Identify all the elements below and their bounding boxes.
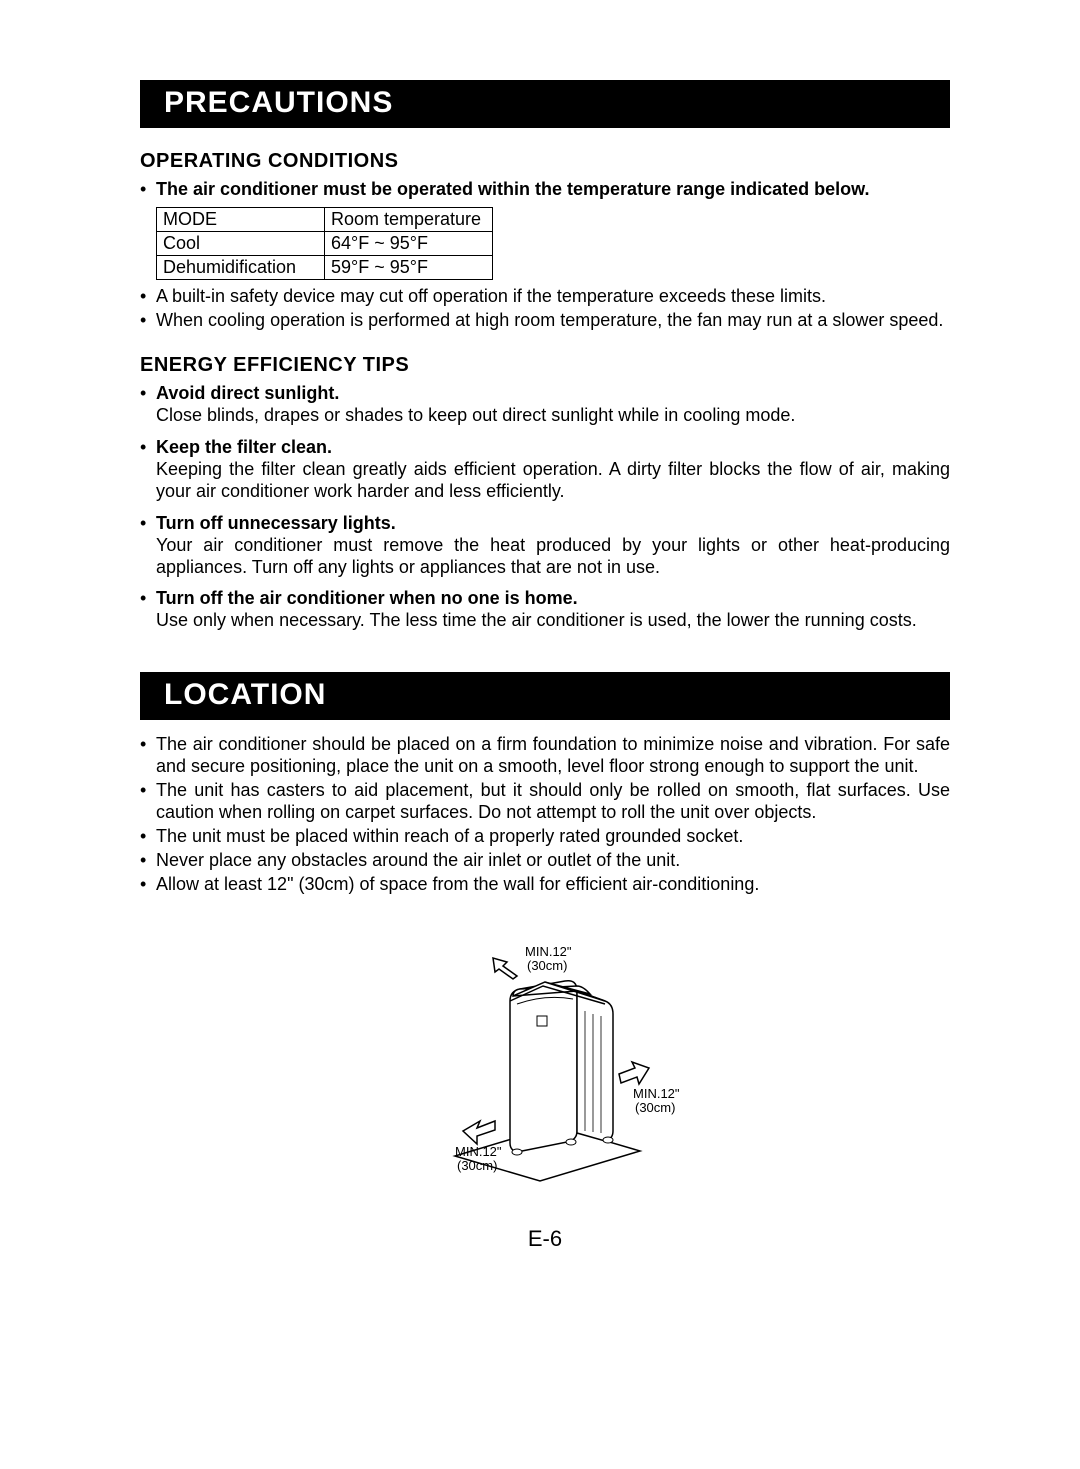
location-item: Allow at least 12" (30cm) of space from … [140,874,950,896]
operating-note: A built-in safety device may cut off ope… [140,286,950,308]
tip-body: Use only when necessary. The less time t… [156,610,950,632]
temperature-table: MODE Room temperature Cool 64°F ~ 95°F D… [156,207,493,280]
table-cell: Dehumidification [157,255,325,279]
location-header: LOCATION [140,672,950,720]
location-item: The air conditioner should be placed on … [140,734,950,778]
diagram-label-right-1: MIN.12" [633,1086,680,1101]
tip-body: Your air conditioner must remove the hea… [156,535,950,579]
energy-tips-heading: ENERGY EFFICIENCY TIPS [140,354,950,377]
table-cell: MODE [157,207,325,231]
energy-tip: Keep the filter clean. Keeping the filte… [140,437,950,503]
operating-conditions-intro: The air conditioner must be operated wit… [140,179,950,201]
diagram-label-top-2: (30cm) [527,958,567,973]
energy-tip: Turn off the air conditioner when no one… [140,588,950,632]
table-cell: Cool [157,231,325,255]
tip-body: Keeping the filter clean greatly aids ef… [156,459,950,503]
diagram-label-left-1: MIN.12" [455,1144,502,1159]
table-row: MODE Room temperature [157,207,493,231]
diagram-label-top-1: MIN.12" [525,944,572,959]
operating-conditions-intro-text: The air conditioner must be operated wit… [156,179,869,199]
table-cell: 59°F ~ 95°F [325,255,493,279]
clearance-diagram: MIN.12" (30cm) MIN.12" (30cm) MIN.12" (3… [395,926,695,1186]
tip-title: Turn off unnecessary lights. [156,513,950,535]
tip-title: Turn off the air conditioner when no one… [156,588,950,610]
energy-tip: Avoid direct sunlight. Close blinds, dra… [140,383,950,427]
location-item: The unit must be placed within reach of … [140,826,950,848]
tip-title: Keep the filter clean. [156,437,950,459]
diagram-label-left-2: (30cm) [457,1158,497,1173]
location-list: The air conditioner should be placed on … [140,734,950,896]
precautions-header: PRECAUTIONS [140,80,950,128]
location-item: Never place any obstacles around the air… [140,850,950,872]
tip-title: Avoid direct sunlight. [156,383,950,405]
diagram-label-right-2: (30cm) [635,1100,675,1115]
table-cell: 64°F ~ 95°F [325,231,493,255]
location-item: The unit has casters to aid placement, b… [140,780,950,824]
energy-tip: Turn off unnecessary lights. Your air co… [140,513,950,579]
operating-note: When cooling operation is performed at h… [140,310,950,332]
operating-conditions-heading: OPERATING CONDITIONS [140,150,950,173]
tip-body: Close blinds, drapes or shades to keep o… [156,405,950,427]
energy-tips-list: Avoid direct sunlight. Close blinds, dra… [140,383,950,633]
table-cell: Room temperature [325,207,493,231]
table-row: Dehumidification 59°F ~ 95°F [157,255,493,279]
table-row: Cool 64°F ~ 95°F [157,231,493,255]
page-number: E-6 [140,1226,950,1252]
